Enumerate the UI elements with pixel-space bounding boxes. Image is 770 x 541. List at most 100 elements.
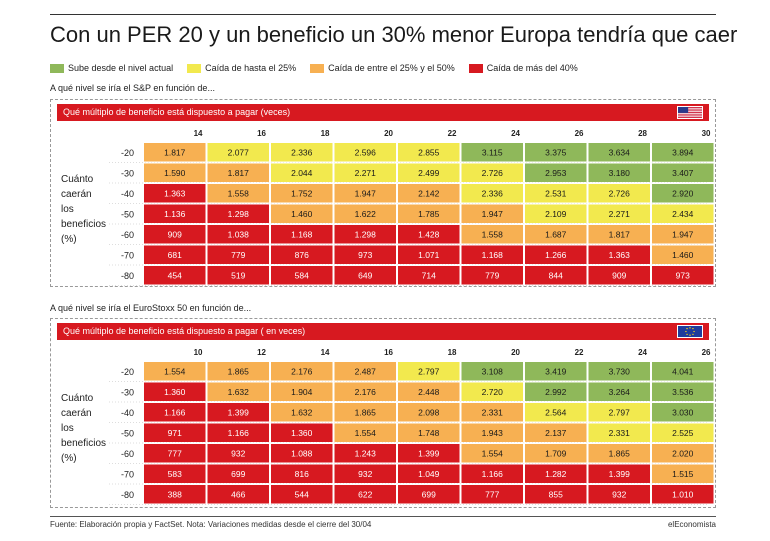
heat-cell bbox=[206, 381, 270, 402]
legend-swatch-red bbox=[468, 63, 483, 73]
legend-item-orange: Caída de entre el 25% y el 50% bbox=[310, 62, 455, 74]
cell-value: 1.817 bbox=[609, 229, 631, 239]
cell-value: 971 bbox=[168, 428, 182, 438]
cell-value: 3.030 bbox=[672, 407, 694, 417]
heat-cell bbox=[651, 162, 715, 183]
heat-cell bbox=[270, 203, 334, 224]
legend-label: Caída de hasta el 25% bbox=[205, 63, 297, 73]
heat-cell bbox=[460, 244, 524, 265]
heat-cell bbox=[270, 422, 334, 443]
cell-value: 2.499 bbox=[418, 168, 440, 178]
cell-value: 1.632 bbox=[291, 407, 313, 417]
cell-value: 2.953 bbox=[545, 168, 567, 178]
cell-value: 816 bbox=[295, 469, 309, 479]
heat-cell bbox=[270, 443, 334, 464]
cell-value: 2.336 bbox=[482, 188, 504, 198]
cell-value: 1.558 bbox=[482, 229, 504, 239]
heat-cell bbox=[524, 381, 588, 402]
table-grid-sp: 14 16 18 20 22 24 26 28 30 -20 1.817 2.077 2.336 2.59… bbox=[109, 129, 715, 286]
row-title-line: Cuánto bbox=[61, 393, 94, 404]
cell-value: 2.992 bbox=[545, 387, 567, 397]
heat-cell bbox=[587, 361, 651, 382]
heat-cell bbox=[333, 381, 397, 402]
legend-item-yellow: Caída de hasta el 25% bbox=[187, 62, 296, 74]
heat-cell bbox=[397, 484, 461, 505]
heat-cell bbox=[651, 361, 715, 382]
legend-swatch-green bbox=[50, 63, 64, 73]
cell-value: 2.797 bbox=[418, 366, 440, 376]
cell-value: 714 bbox=[422, 270, 436, 280]
heat-cell bbox=[587, 162, 651, 183]
row-label: -30 bbox=[121, 387, 134, 397]
heat-cell bbox=[524, 244, 588, 265]
heat-cell bbox=[397, 162, 461, 183]
heat-cell bbox=[206, 402, 270, 423]
heat-cell bbox=[143, 463, 207, 484]
cell-value: 1.428 bbox=[418, 229, 440, 239]
heat-cell bbox=[524, 265, 588, 286]
cell-value: 3.375 bbox=[545, 147, 567, 157]
cell-value: 1.943 bbox=[482, 428, 504, 438]
cell-value: 1.748 bbox=[418, 428, 440, 438]
row-label: -80 bbox=[121, 271, 134, 281]
cell-value: 1.071 bbox=[418, 250, 440, 260]
row-label: -40 bbox=[121, 189, 134, 199]
heat-cell bbox=[651, 443, 715, 464]
panel-header-text: Qué múltiplo de beneficio está dispuesto… bbox=[63, 107, 291, 117]
cell-value: 1.622 bbox=[355, 209, 377, 219]
cell-value: 2.109 bbox=[545, 209, 567, 219]
heat-cell bbox=[460, 422, 524, 443]
cell-value: 2.797 bbox=[609, 407, 631, 417]
cell-value: 1.038 bbox=[228, 229, 250, 239]
row-title-line: caerán bbox=[61, 189, 92, 200]
column-header: 20 bbox=[384, 129, 393, 138]
heat-cell bbox=[587, 265, 651, 286]
cell-value: 1.360 bbox=[291, 428, 313, 438]
heat-cell bbox=[397, 203, 461, 224]
cell-value: 1.168 bbox=[291, 229, 313, 239]
cell-value: 583 bbox=[168, 469, 182, 479]
cell-value: 519 bbox=[231, 270, 245, 280]
heat-cell bbox=[587, 183, 651, 204]
heat-cell bbox=[587, 244, 651, 265]
top-rule bbox=[50, 14, 716, 15]
cell-value: 973 bbox=[358, 250, 372, 260]
bottom-rule bbox=[50, 516, 716, 517]
heat-cell bbox=[143, 484, 207, 505]
cell-value: 2.176 bbox=[355, 387, 377, 397]
cell-value: 777 bbox=[168, 448, 182, 458]
heat-cell bbox=[460, 203, 524, 224]
heat-cell bbox=[460, 162, 524, 183]
column-header: 28 bbox=[638, 129, 647, 138]
row-label: -20 bbox=[121, 148, 134, 158]
cell-value: 1.282 bbox=[545, 469, 567, 479]
heat-cell bbox=[651, 142, 715, 163]
heat-cell bbox=[270, 265, 334, 286]
cell-value: 2.726 bbox=[482, 168, 504, 178]
heat-cell bbox=[587, 463, 651, 484]
row-label: -40 bbox=[121, 408, 134, 418]
column-header: 16 bbox=[384, 348, 393, 357]
panel-header-eurostoxx: Qué múltiplo de beneficio está dispuesto… bbox=[57, 323, 709, 340]
row-title-line: los bbox=[61, 204, 74, 215]
heat-cell bbox=[460, 443, 524, 464]
cell-value: 1.166 bbox=[228, 428, 250, 438]
cell-value: 1.947 bbox=[672, 229, 694, 239]
row-label: -60 bbox=[121, 449, 134, 459]
cell-value: 1.785 bbox=[418, 209, 440, 219]
heat-cell bbox=[651, 265, 715, 286]
heat-cell bbox=[460, 463, 524, 484]
cell-value: 1.460 bbox=[291, 209, 313, 219]
cell-value: 1.554 bbox=[164, 366, 186, 376]
cell-value: 973 bbox=[676, 270, 690, 280]
column-header: 14 bbox=[194, 129, 203, 138]
heat-cell bbox=[333, 162, 397, 183]
usa-flag-icon bbox=[677, 106, 703, 119]
heat-cell bbox=[397, 224, 461, 245]
row-label: -50 bbox=[121, 428, 134, 438]
legend-label: Caída de entre el 25% y el 50% bbox=[328, 63, 455, 73]
column-header: 20 bbox=[511, 348, 520, 357]
cell-value: 2.044 bbox=[291, 168, 313, 178]
heat-cell bbox=[143, 265, 207, 286]
heat-cell bbox=[143, 381, 207, 402]
